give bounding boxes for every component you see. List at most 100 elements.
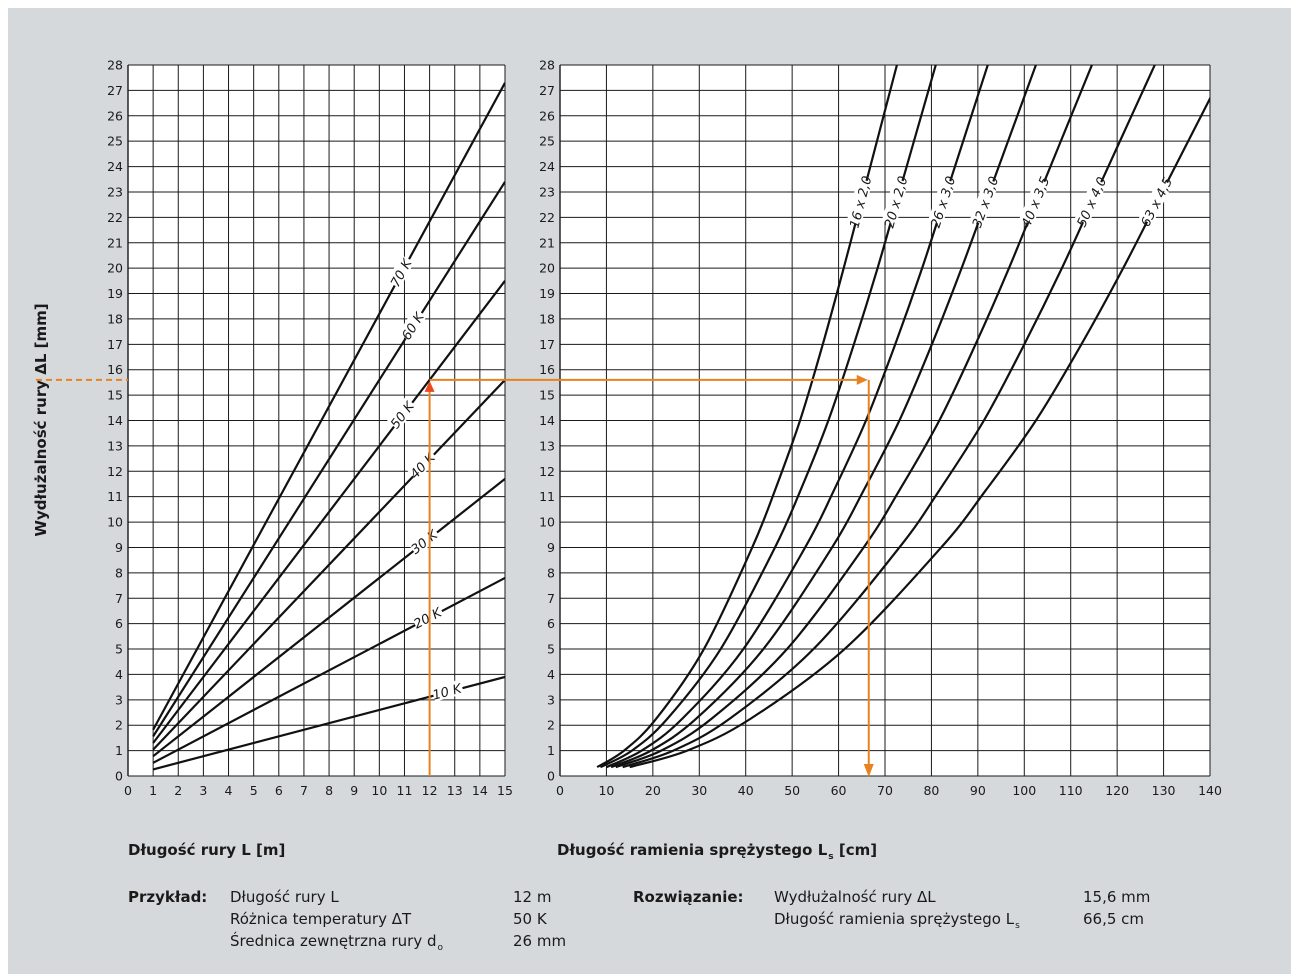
right-x-tick-label: 50 [784, 783, 800, 798]
left-y-tick-label: 1 [115, 743, 123, 758]
right-y-tick-label: 1 [547, 743, 555, 758]
right-y-tick-label: 10 [539, 515, 555, 530]
right-y-tick-label: 27 [539, 83, 555, 98]
left-y-tick-label: 17 [107, 337, 123, 352]
right-y-tick-label: 13 [539, 438, 555, 453]
right-x-tick-label: 20 [645, 783, 661, 798]
example-up-arrow [424, 380, 435, 392]
left-x-tick-label: 9 [350, 783, 358, 798]
right-x-tick-label: 110 [1059, 783, 1083, 798]
example-row-label: Długość rury L [230, 888, 339, 906]
right-y-tick-label: 21 [539, 235, 555, 250]
right-x-tick-label: 80 [923, 783, 939, 798]
right-y-tick-label: 22 [539, 210, 555, 225]
example-row-label: Średnica zewnętrzna rury do [230, 932, 444, 953]
right-x-tick-label: 40 [738, 783, 754, 798]
left-y-tick-label: 22 [107, 210, 123, 225]
right-y-tick-label: 15 [539, 388, 555, 403]
right-y-tick-label: 4 [547, 667, 555, 682]
right-y-tick-label: 11 [539, 489, 555, 504]
series-label-bg [881, 178, 909, 225]
series-label-bg [1138, 178, 1173, 225]
series-line [152, 82, 505, 731]
series-line [152, 181, 505, 737]
chart-panel: 0 1 2 3 4 5 6 7 8 9 10 11 12 13 14 15 0 1 2 3 4 5 6 7 8 9 10 11 12 13… [8, 8, 1291, 974]
left-x-tick-label: 6 [275, 783, 283, 798]
series-label-bg [411, 603, 445, 631]
left-y-tick-label: 13 [107, 438, 123, 453]
left-x-tick-label: 5 [250, 783, 258, 798]
example-row-value: 12 m [513, 888, 552, 906]
left-y-tick-label: 4 [115, 667, 123, 682]
left-x-tick-label: 1 [149, 783, 157, 798]
right-x-tick-label: 30 [691, 783, 707, 798]
left-y-tick-label: 26 [107, 108, 123, 123]
right-x-tick-label: 100 [1012, 783, 1036, 798]
right-y-tick-label: 20 [539, 261, 555, 276]
series-curve [615, 65, 1094, 769]
y-axis-title: Wydłużalność rury ΔL [mm] [32, 303, 50, 536]
left-x-tick-label: 8 [325, 783, 333, 798]
series-label-bg [1019, 178, 1050, 225]
right-y-tick-label: 2 [547, 718, 555, 733]
right-x-tick-label: 140 [1198, 783, 1222, 798]
right-y-tick-label: 12 [539, 464, 555, 479]
right-y-tick-label: 19 [539, 286, 555, 301]
left-x-tick-label: 7 [300, 783, 308, 798]
right-y-tick-label: 7 [547, 591, 555, 606]
left-x-tick-label: 13 [447, 783, 463, 798]
series-label-bg [386, 397, 417, 431]
example-down-arrow [863, 764, 874, 777]
left-y-tick-label: 25 [107, 134, 123, 149]
right-y-tick-label: 23 [539, 184, 555, 199]
left-x-tick-label: 3 [199, 783, 207, 798]
right-y-tick-label: 25 [539, 134, 555, 149]
left-y-tick-label: 28 [107, 58, 123, 73]
left-y-tick-label: 14 [107, 413, 123, 428]
left-y-tick-label: 23 [107, 184, 123, 199]
right-series-group [596, 65, 1210, 769]
left-y-tick-label: 19 [107, 286, 123, 301]
right-y-tick-label: 16 [539, 362, 555, 377]
solution-row-value: 15,6 mm [1083, 888, 1151, 906]
series-line [152, 379, 505, 751]
series-line [152, 478, 505, 758]
left-y-tick-label: 12 [107, 464, 123, 479]
right-y-tick-label: 26 [539, 108, 555, 123]
example-row-value: 26 mm [513, 932, 567, 950]
series-line [152, 280, 505, 744]
left-y-tick-label: 6 [115, 616, 123, 631]
example-right-arrow [856, 374, 868, 385]
left-y-tick-label: 27 [107, 83, 123, 98]
solution-row-value: 66,5 cm [1083, 910, 1145, 928]
left-x-tick-label: 0 [124, 783, 132, 798]
example-row-value: 50 K [513, 910, 547, 928]
series-label-bg [1074, 178, 1107, 225]
right-y-tick-label: 0 [547, 769, 555, 784]
right-x-tick-label: 0 [556, 783, 564, 798]
left-y-tick-label: 9 [115, 540, 123, 555]
series-label-bg [846, 178, 873, 225]
right-y-tick-label: 6 [547, 616, 555, 631]
left-y-tick-label: 15 [107, 388, 123, 403]
left-x-tick-label: 12 [422, 783, 438, 798]
left-x-tick-label: 2 [174, 783, 182, 798]
right-x-tick-label: 70 [877, 783, 893, 798]
right-y-tick-label: 3 [547, 692, 555, 707]
series-label-bg [386, 254, 415, 289]
left-y-tick-label: 16 [107, 362, 123, 377]
right-y-tick-label: 14 [539, 413, 555, 428]
left-x-tick-label: 4 [225, 783, 233, 798]
right-y-tick-label: 5 [547, 642, 555, 657]
left-y-tick-label: 0 [115, 769, 123, 784]
left-y-tick-label: 24 [107, 159, 123, 174]
right-x-tick-label: 120 [1105, 783, 1129, 798]
series-curve [622, 65, 1156, 769]
right-y-tick-label: 24 [539, 159, 555, 174]
left-y-tick-label: 18 [107, 311, 123, 326]
left-y-tick-label: 20 [107, 261, 123, 276]
series-label-bg [398, 308, 427, 342]
series-label-bg [431, 679, 464, 702]
left-series-group [152, 82, 505, 771]
right-x-tick-label: 130 [1152, 783, 1176, 798]
